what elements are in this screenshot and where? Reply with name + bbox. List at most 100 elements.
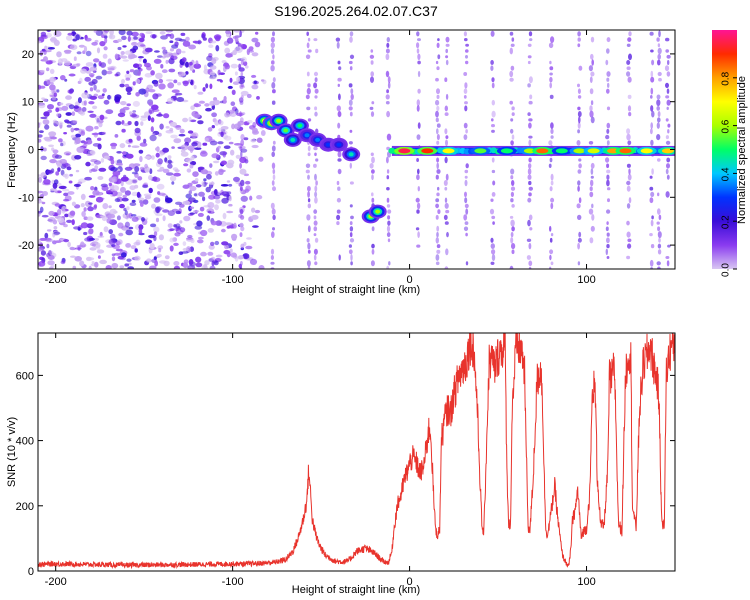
noise-speckle: [114, 134, 119, 138]
noise-speckle: [140, 121, 144, 126]
vertical-streak: [549, 237, 553, 243]
noise-speckle: [93, 160, 102, 165]
noise-speckle: [235, 154, 241, 159]
vertical-streak: [436, 162, 440, 170]
noise-speckle: [100, 62, 107, 68]
noise-speckle: [185, 193, 192, 199]
vertical-streak: [386, 37, 390, 43]
noise-speckle: [207, 210, 212, 214]
vertical-streak: [528, 180, 532, 186]
noise-speckle: [64, 213, 69, 218]
noise-speckle: [211, 260, 215, 267]
noise-speckle: [120, 101, 127, 106]
noise-speckle: [240, 90, 249, 96]
vertical-streak: [656, 134, 661, 141]
vertical-streak: [526, 238, 532, 242]
vertical-streak: [350, 215, 354, 220]
vertical-streak: [528, 192, 532, 197]
noise-speckle: [136, 63, 143, 68]
vertical-streak: [511, 134, 515, 140]
noise-speckle: [102, 88, 107, 93]
vertical-streak: [589, 191, 594, 198]
noise-speckle: [51, 147, 55, 151]
vertical-streak: [665, 140, 671, 145]
noise-speckle: [247, 119, 253, 124]
vertical-streak: [591, 214, 595, 221]
noise-speckle: [124, 166, 133, 171]
vertical-streak: [649, 259, 654, 267]
noise-speckle: [47, 104, 54, 110]
noise-speckle: [38, 239, 41, 244]
vertical-streak: [436, 169, 441, 174]
noise-speckle: [159, 123, 164, 130]
noise-speckle: [165, 79, 174, 82]
vertical-streak: [490, 30, 495, 37]
noise-speckle: [206, 174, 212, 180]
vertical-streak: [313, 71, 319, 77]
vertical-streak: [606, 48, 610, 54]
noise-speckle: [208, 76, 217, 80]
noise-speckle: [39, 130, 44, 134]
noise-speckle: [84, 76, 91, 82]
noise-speckle: [174, 37, 183, 41]
noise-speckle: [165, 59, 169, 64]
noise-speckle: [101, 69, 108, 76]
vertical-streak: [416, 48, 420, 54]
noise-speckle: [102, 203, 109, 210]
noise-speckle: [73, 56, 77, 61]
vertical-streak: [511, 112, 515, 116]
noise-speckle: [173, 227, 181, 231]
vertical-streak: [509, 70, 514, 78]
y-tick-label: 600: [16, 370, 34, 382]
vertical-streak: [371, 174, 374, 181]
vertical-streak: [657, 266, 661, 269]
vertical-streak: [588, 208, 594, 215]
noise-speckle: [210, 71, 216, 76]
noise-speckle: [227, 159, 235, 166]
noise-speckle: [103, 226, 109, 233]
vertical-streak: [386, 42, 390, 48]
noise-speckle: [158, 248, 162, 253]
vertical-streak: [626, 128, 631, 135]
vertical-streak: [240, 215, 245, 220]
noise-speckle: [160, 35, 168, 40]
noise-speckle: [161, 69, 168, 74]
vertical-streak: [306, 71, 310, 77]
carrier-peak-core: [587, 148, 600, 154]
noise-speckle: [142, 58, 147, 64]
vertical-streak: [315, 180, 318, 186]
noise-speckle: [110, 158, 115, 165]
noise-speckle: [192, 40, 198, 44]
noise-speckle: [171, 89, 180, 93]
carrier-peak-core: [442, 148, 455, 154]
vertical-streak: [526, 255, 532, 260]
vertical-streak: [305, 54, 311, 60]
noise-speckle: [100, 183, 108, 188]
noise-speckle: [245, 245, 253, 250]
noise-speckle: [126, 92, 132, 95]
noise-speckle: [68, 104, 75, 110]
vertical-streak: [589, 76, 593, 83]
noise-speckle: [249, 258, 258, 265]
noise-speckle: [220, 184, 229, 187]
noise-speckle: [211, 256, 215, 260]
vertical-streak: [666, 99, 671, 106]
vertical-streak: [665, 118, 669, 122]
noise-speckle: [248, 46, 254, 51]
vertical-streak: [650, 122, 653, 129]
noise-speckle: [126, 213, 130, 218]
noise-speckle: [132, 110, 137, 113]
vertical-streak: [657, 249, 662, 255]
vertical-streak: [578, 65, 583, 71]
noise-speckle: [184, 137, 192, 144]
noise-speckle: [202, 87, 206, 92]
vertical-streak: [436, 232, 439, 238]
noise-speckle: [56, 182, 62, 187]
noise-speckle: [53, 231, 61, 235]
vertical-streak: [606, 179, 610, 187]
vertical-streak: [314, 191, 318, 198]
noise-speckle: [60, 75, 66, 81]
noise-speckle: [38, 260, 46, 267]
noise-speckle: [147, 115, 151, 121]
noise-speckle: [58, 185, 67, 190]
